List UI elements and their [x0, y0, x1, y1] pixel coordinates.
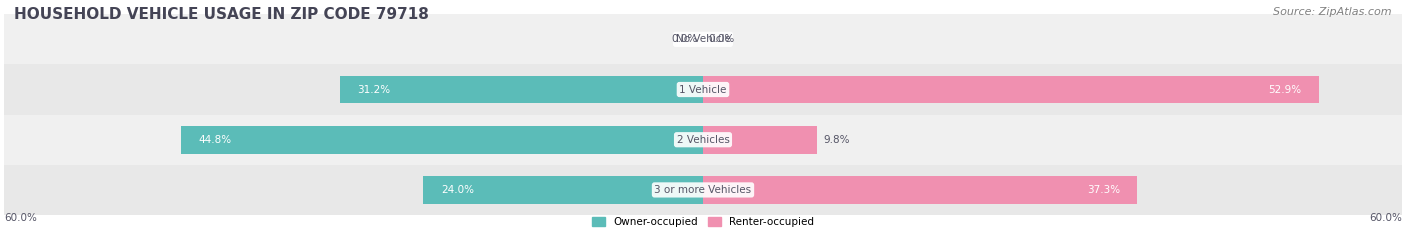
Text: 60.0%: 60.0% — [1369, 212, 1402, 223]
Bar — [703, 176, 1137, 204]
Bar — [703, 76, 1319, 103]
Bar — [4, 64, 1402, 115]
Text: 0.0%: 0.0% — [709, 34, 735, 44]
Bar — [4, 165, 1402, 215]
Text: Source: ZipAtlas.com: Source: ZipAtlas.com — [1274, 7, 1392, 17]
Text: 0.0%: 0.0% — [671, 34, 697, 44]
Text: 31.2%: 31.2% — [357, 85, 391, 95]
Text: 24.0%: 24.0% — [441, 185, 474, 195]
Text: 44.8%: 44.8% — [198, 135, 232, 145]
Bar — [4, 14, 1402, 64]
Text: 37.3%: 37.3% — [1087, 185, 1121, 195]
Text: HOUSEHOLD VEHICLE USAGE IN ZIP CODE 79718: HOUSEHOLD VEHICLE USAGE IN ZIP CODE 7971… — [14, 7, 429, 22]
Text: 2 Vehicles: 2 Vehicles — [676, 135, 730, 145]
Text: 52.9%: 52.9% — [1268, 85, 1302, 95]
Text: 60.0%: 60.0% — [4, 212, 37, 223]
Text: 9.8%: 9.8% — [823, 135, 849, 145]
Bar — [4, 115, 1402, 165]
Bar — [703, 126, 817, 154]
Text: No Vehicle: No Vehicle — [675, 34, 731, 44]
Text: 1 Vehicle: 1 Vehicle — [679, 85, 727, 95]
Bar — [423, 176, 703, 204]
Text: 3 or more Vehicles: 3 or more Vehicles — [654, 185, 752, 195]
Legend: Owner-occupied, Renter-occupied: Owner-occupied, Renter-occupied — [588, 212, 818, 231]
Bar — [340, 76, 703, 103]
Bar — [181, 126, 703, 154]
